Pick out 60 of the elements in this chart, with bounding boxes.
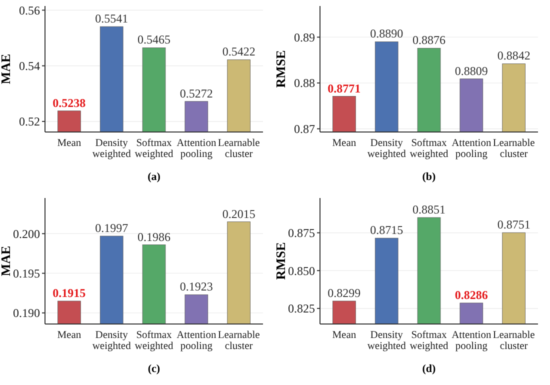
y-tick-label: 0.875	[288, 226, 315, 240]
x-tick-label: Learnable cluster	[218, 138, 260, 160]
data-label: 0.8299	[328, 286, 361, 300]
x-tick-label: Attention pooling	[452, 138, 492, 160]
x-tick-label: Attention pooling	[176, 330, 217, 352]
x-tick-label: Mean	[332, 138, 357, 149]
x-tick-label: Density weighted	[367, 330, 407, 352]
data-label: 0.5465	[138, 32, 170, 47]
y-tick-label: 0.52	[19, 114, 40, 129]
data-label: 0.8809	[454, 64, 488, 78]
y-tick-label: 0.850	[288, 264, 315, 278]
x-tick-label: Learnable cluster	[492, 330, 536, 352]
data-label: 0.2015	[222, 206, 256, 221]
y-axis-title: MAE	[0, 54, 13, 84]
x-tick-label: Density weighted	[92, 138, 132, 160]
data-label: 0.1997	[95, 221, 128, 236]
x-tick-label: Attention pooling	[452, 330, 492, 352]
y-axis-title: RMSE	[273, 242, 288, 280]
data-label: 0.1923	[180, 280, 213, 294]
data-label: 0.8876	[412, 33, 446, 48]
data-label: 0.8851	[412, 202, 446, 217]
x-tick-label: Softmax weighted	[134, 138, 174, 160]
text: (c)	[148, 363, 160, 375]
x-tick-label: Mean	[332, 330, 357, 341]
x-tick-label: Density weighted	[92, 330, 132, 352]
data-label: 0.5422	[222, 44, 256, 59]
x-tick-label: Mean	[57, 138, 82, 149]
text: (b)	[422, 171, 436, 183]
x-tick-label: Softmax weighted	[410, 138, 449, 160]
data-label: 0.8751	[497, 218, 530, 232]
data-label: 0.8842	[497, 48, 530, 63]
text: (d)	[422, 363, 436, 375]
x-tick-label: Density weighted	[367, 138, 407, 160]
data-label: 0.1915	[52, 286, 86, 300]
y-axis-title: RMSE	[273, 50, 288, 88]
data-label: 0.5272	[180, 86, 213, 100]
y-tick-label: 0.825	[288, 302, 315, 316]
x-tick-label: Softmax weighted	[410, 330, 449, 352]
y-tick-label: 0.56	[19, 3, 40, 18]
x-tick-label: Softmax weighted	[134, 330, 174, 352]
text: (a)	[148, 171, 161, 183]
y-tick-label: 0.88	[294, 76, 315, 90]
y-tick-label: 0.54	[19, 59, 40, 73]
data-label: 0.1986	[138, 230, 170, 244]
y-tick-label: 0.89	[294, 30, 315, 44]
data-label: 0.5238	[52, 96, 86, 110]
y-tick-label: 0.87	[294, 122, 315, 136]
data-label: 0.8286	[454, 288, 488, 302]
x-tick-label: Attention pooling	[176, 138, 217, 160]
data-label: 0.8715	[370, 223, 404, 238]
y-tick-label: 0.200	[13, 226, 40, 241]
data-label: 0.8771	[328, 81, 361, 96]
x-tick-label: Mean	[57, 330, 82, 341]
y-axis-title: MAE	[0, 246, 13, 276]
y-tick-label: 0.190	[13, 306, 40, 320]
x-tick-label: Learnable cluster	[492, 138, 536, 160]
data-label: 0.5541	[95, 12, 128, 26]
y-tick-label: 0.195	[13, 266, 40, 280]
x-tick-label: Learnable cluster	[218, 330, 260, 352]
data-label: 0.8890	[370, 26, 404, 41]
